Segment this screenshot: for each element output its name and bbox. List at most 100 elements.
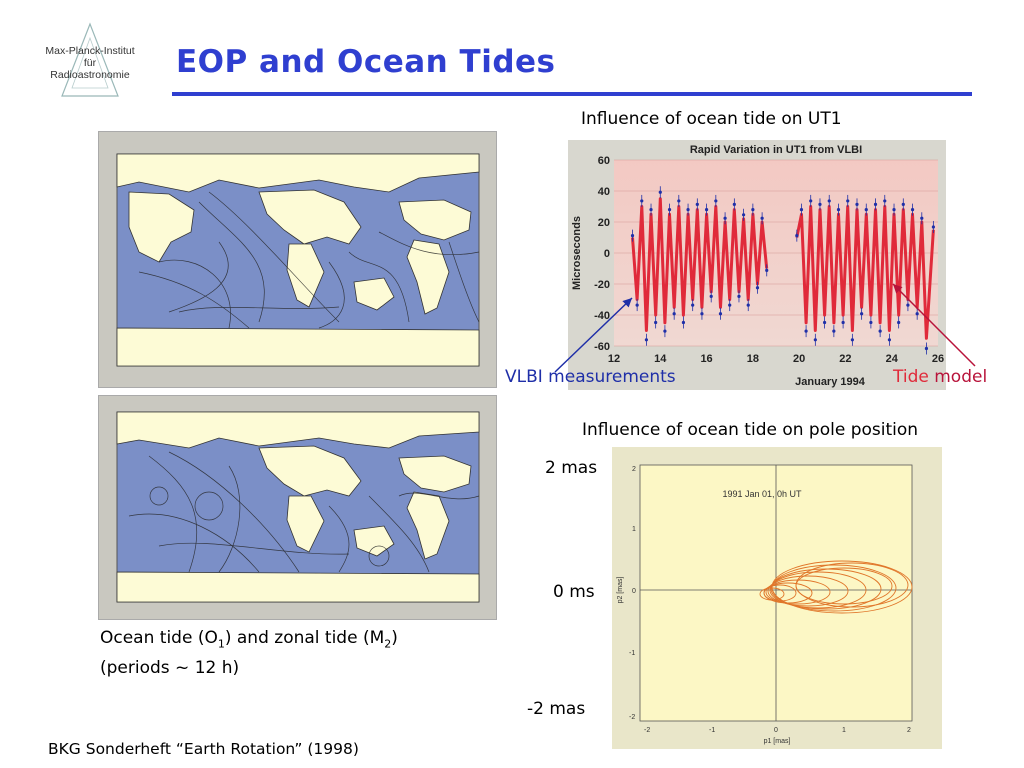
logo-line-1: Max-Planck-Institut [45,45,135,57]
vlbi-point [672,312,676,316]
vlbi-point [850,338,854,342]
vlbi-point [691,303,695,307]
x-tick-label-7: 26 [932,353,944,365]
x-tick-label-4: 20 [793,353,805,365]
vlbi-point [860,312,864,316]
vlbi-point [920,216,924,220]
map-caption-line-2: (periods ~ 12 h) [100,658,240,678]
vlbi-point [644,338,648,342]
vlbi-point [832,329,836,333]
vlbi-point [677,199,681,203]
tide-model-label: Tide model [893,367,987,387]
vlbi-point [714,199,718,203]
zonal-tide-map-m2 [98,395,497,620]
vlbi-point [704,208,709,212]
vlbi-point [751,208,755,212]
vlbi-point [663,329,667,333]
vlbi-point [804,329,808,333]
vlbi-point [760,216,764,220]
subscript-m2: 2 [384,637,392,651]
x-tick-3: 1 [842,727,846,734]
vlbi-point [667,208,672,212]
pole-y-label: p2 [mas] [617,577,624,604]
vlbi-point [686,208,690,212]
x-tick-label-5: 22 [839,353,851,365]
pole-label-top: 2 mas [545,458,598,478]
vlbi-point [823,320,827,325]
vlbi-point [728,303,732,307]
title-underline [172,92,972,96]
vlbi-point [901,202,905,206]
reference-footnote: BKG Sonderheft “Earth Rotation” (1998) [48,740,359,758]
vlbi-point [746,303,750,307]
vlbi-point [742,213,746,217]
vlbi-point [799,208,804,212]
y-tick-label-2: 20 [598,217,610,229]
vlbi-point [813,338,817,342]
vlbi-point [883,199,887,203]
vlbi-point [836,208,841,212]
vlbi-point [795,234,799,238]
pole-position-chart: 1991 Jan 01, 0h UT -2 -1 0 1 2 2 1 0 -1 … [612,447,942,749]
vlbi-point [915,312,919,316]
model-word: model [934,367,988,387]
y-tick-label-5: -40 [594,310,610,322]
x-tick-4: 2 [907,727,911,734]
vlbi-point [841,320,845,325]
vlbi-point [700,312,704,316]
vlbi-point [887,338,891,342]
ut1-heading: Influence of ocean tide on UT1 [581,109,842,129]
tide-word: Tide [893,367,929,387]
pole-inner-title: 1991 Jan 01, 0h UT [722,489,802,499]
ut1-chart: Rapid Variation in UT1 from VLBI 60 40 20 0… [568,140,946,390]
y-tick-label-3: 0 [604,248,610,260]
vlbi-point [737,294,741,298]
vlbi-point [827,199,831,203]
y-tick-label-0: 60 [598,155,610,167]
y-axis-label: Microseconds [571,216,583,290]
vlbi-point [897,320,901,325]
x-tick-label-2: 16 [700,353,712,365]
y-tick-label-4: -20 [594,279,610,291]
vlbi-point [864,208,868,212]
vlbi-point [640,199,644,203]
vlbi-point [658,190,662,194]
vlbi-point [718,312,723,316]
vlbi-point [846,199,850,203]
page-title: EOP and Ocean Tides [176,44,556,80]
vlbi-point [732,202,736,206]
tide-model-line-0 [631,197,769,332]
vlbi-point [873,202,878,206]
x-tick-2: 0 [774,727,778,734]
pole-label-bottom: -2 mas [527,699,586,719]
vlbi-point [818,202,822,206]
chart-title: Rapid Variation in UT1 from VLBI [690,144,862,156]
y-tick-label-6: -60 [594,341,610,353]
institute-logo: Max-Planck-Institut für Radioastronomie [34,22,146,98]
pole-ellipses [759,560,913,614]
vlbi-point [892,208,896,212]
subscript-o1: 1 [217,637,225,651]
logo-line-2: für [83,57,97,69]
y-tick-1: 1 [632,526,636,533]
vlbi-point [654,320,658,325]
vlbi-point [695,202,699,206]
vlbi-point [809,199,813,203]
vlbi-point [906,303,910,307]
x-tick-label-6: 24 [886,353,899,365]
ocean-tide-map-o1 [98,131,497,388]
vlbi-measurements-label: VLBI measurements [505,367,676,387]
x-tick-1: -1 [709,727,715,734]
y-tick-label-1: 40 [598,186,610,198]
vlbi-point [723,216,727,220]
vlbi-point [681,320,686,325]
vlbi-point [931,225,935,229]
vlbi-point [878,329,882,333]
vlbi-point [869,320,873,325]
triangle-logo-icon [61,22,119,97]
x-tick-0: -2 [644,727,650,734]
pole-label-mid: 0 ms [553,582,595,602]
y-tick-3: -1 [629,650,635,657]
x-axis-label: January 1994 [795,376,866,388]
vlbi-point [765,268,769,272]
